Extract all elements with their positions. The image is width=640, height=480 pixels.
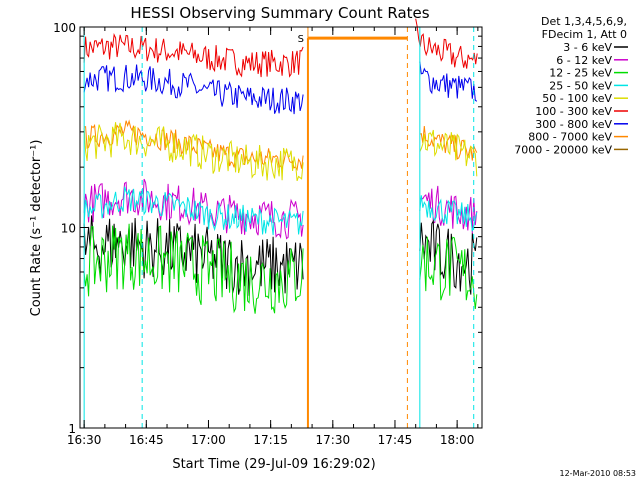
footer-date: 12-Mar-2010 08:53	[560, 469, 637, 478]
legend-label: 100 - 300 keV	[535, 105, 612, 118]
saa-marker-label: S	[298, 34, 304, 45]
series-line	[419, 219, 478, 295]
series-8	[83, 223, 478, 314]
y-tick-label: 1	[68, 422, 76, 436]
series-line	[419, 195, 478, 232]
x-axis-label: Start Time (29-Jul-09 16:29:02)	[172, 457, 375, 472]
legend-header-line: Det 1,3,4,5,6,9,	[541, 15, 627, 28]
series-3	[83, 119, 478, 172]
series-line	[83, 122, 304, 182]
chart-title: HESSI Observing Summary Count Rates	[130, 4, 429, 22]
x-tick-label: 17:15	[253, 433, 288, 447]
series-2	[83, 61, 478, 115]
series-line	[83, 64, 304, 115]
series-5	[83, 178, 478, 240]
y-axis-label: Count Rate (s⁻¹ detector⁻¹)	[29, 140, 44, 317]
y-tick-label: 10	[61, 222, 76, 236]
series-4	[83, 122, 478, 182]
y-tick-label: 100	[53, 21, 76, 35]
legend-label: 12 - 25 keV	[549, 67, 612, 80]
x-tick-label: 18:00	[440, 433, 475, 447]
series-line	[83, 223, 304, 314]
legend-label: 25 - 50 keV	[549, 79, 612, 92]
series-line	[419, 129, 478, 177]
legend-label: 800 - 7000 keV	[528, 131, 612, 144]
series-line	[83, 33, 304, 78]
x-tick-label: 17:00	[191, 433, 226, 447]
legend-header-line: FDecim 1, Att 0	[542, 28, 627, 41]
series-line	[415, 18, 478, 69]
series-line	[419, 61, 478, 102]
series-7	[83, 215, 478, 296]
series-line	[83, 178, 304, 240]
legend-label: 7000 - 20000 keV	[514, 143, 612, 156]
plot-area: S 16:30 16:45 17:00 17:15 17:30 17:45 18:00 1 10 1…	[53, 18, 483, 447]
series-line	[419, 126, 478, 161]
legend-label: 50 - 100 keV	[542, 92, 612, 105]
series-line	[83, 215, 304, 296]
x-tick-label: 17:30	[316, 433, 351, 447]
legend-label: 3 - 6 keV	[563, 41, 612, 54]
x-tick-label: 16:45	[129, 433, 164, 447]
legend-label: 6 - 12 keV	[556, 54, 612, 67]
series-line	[83, 186, 304, 236]
x-tick-label: 16:30	[67, 433, 102, 447]
series-6	[83, 186, 478, 236]
series-line	[419, 236, 478, 310]
legend-label: 300 - 800 keV	[535, 118, 612, 131]
series-1	[83, 18, 478, 78]
legend: Det 1,3,4,5,6,9,FDecim 1, Att 03 - 6 keV…	[514, 15, 628, 156]
x-tick-label: 17:45	[378, 433, 413, 447]
